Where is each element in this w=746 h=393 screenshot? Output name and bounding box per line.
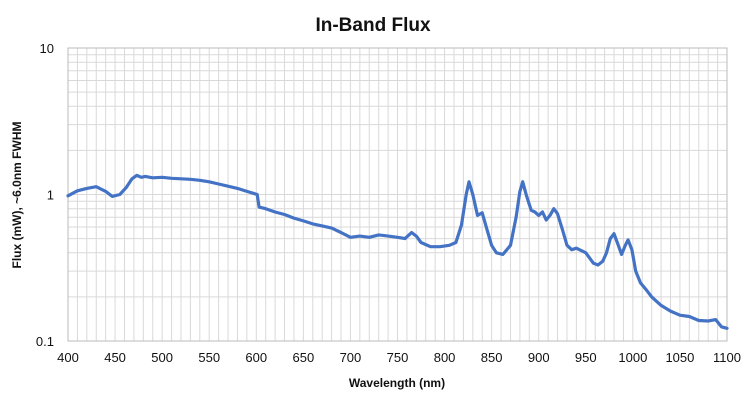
series-line-0 bbox=[66, 173, 729, 330]
x-tick-label: 850 bbox=[481, 350, 503, 365]
x-tick-label: 400 bbox=[57, 350, 79, 365]
y-tick-label: 10 bbox=[40, 41, 54, 56]
y-tick-labels: 10 1 0.1 bbox=[36, 41, 54, 349]
x-tick-labels: 400 450 500 550 600 650 700 750 800 850 900 950 1000… bbox=[57, 350, 741, 365]
x-tick-label: 1050 bbox=[665, 350, 694, 365]
x-tick-label: 500 bbox=[151, 350, 173, 365]
x-tick-label: 600 bbox=[245, 350, 267, 365]
y-axis-label: Flux (mW), ~6.0nm FWHM bbox=[10, 121, 24, 268]
grid bbox=[67, 47, 728, 342]
x-tick-label: 900 bbox=[528, 350, 550, 365]
y-tick-label: 0.1 bbox=[36, 334, 54, 349]
x-tick-label: 550 bbox=[198, 350, 220, 365]
y-tick-label: 1 bbox=[47, 188, 54, 203]
x-tick-label: 1000 bbox=[618, 350, 647, 365]
series-layer bbox=[66, 173, 729, 330]
x-tick-label: 650 bbox=[293, 350, 315, 365]
x-axis-label: Wavelength (nm) bbox=[349, 376, 445, 390]
x-tick-label: 1100 bbox=[713, 350, 741, 365]
x-tick-label: 950 bbox=[575, 350, 597, 365]
x-tick-label: 700 bbox=[340, 350, 362, 365]
x-tick-label: 450 bbox=[104, 350, 126, 365]
x-tick-label: 800 bbox=[434, 350, 456, 365]
chart-title: In-Band Flux bbox=[315, 15, 430, 36]
x-tick-label: 750 bbox=[387, 350, 409, 365]
